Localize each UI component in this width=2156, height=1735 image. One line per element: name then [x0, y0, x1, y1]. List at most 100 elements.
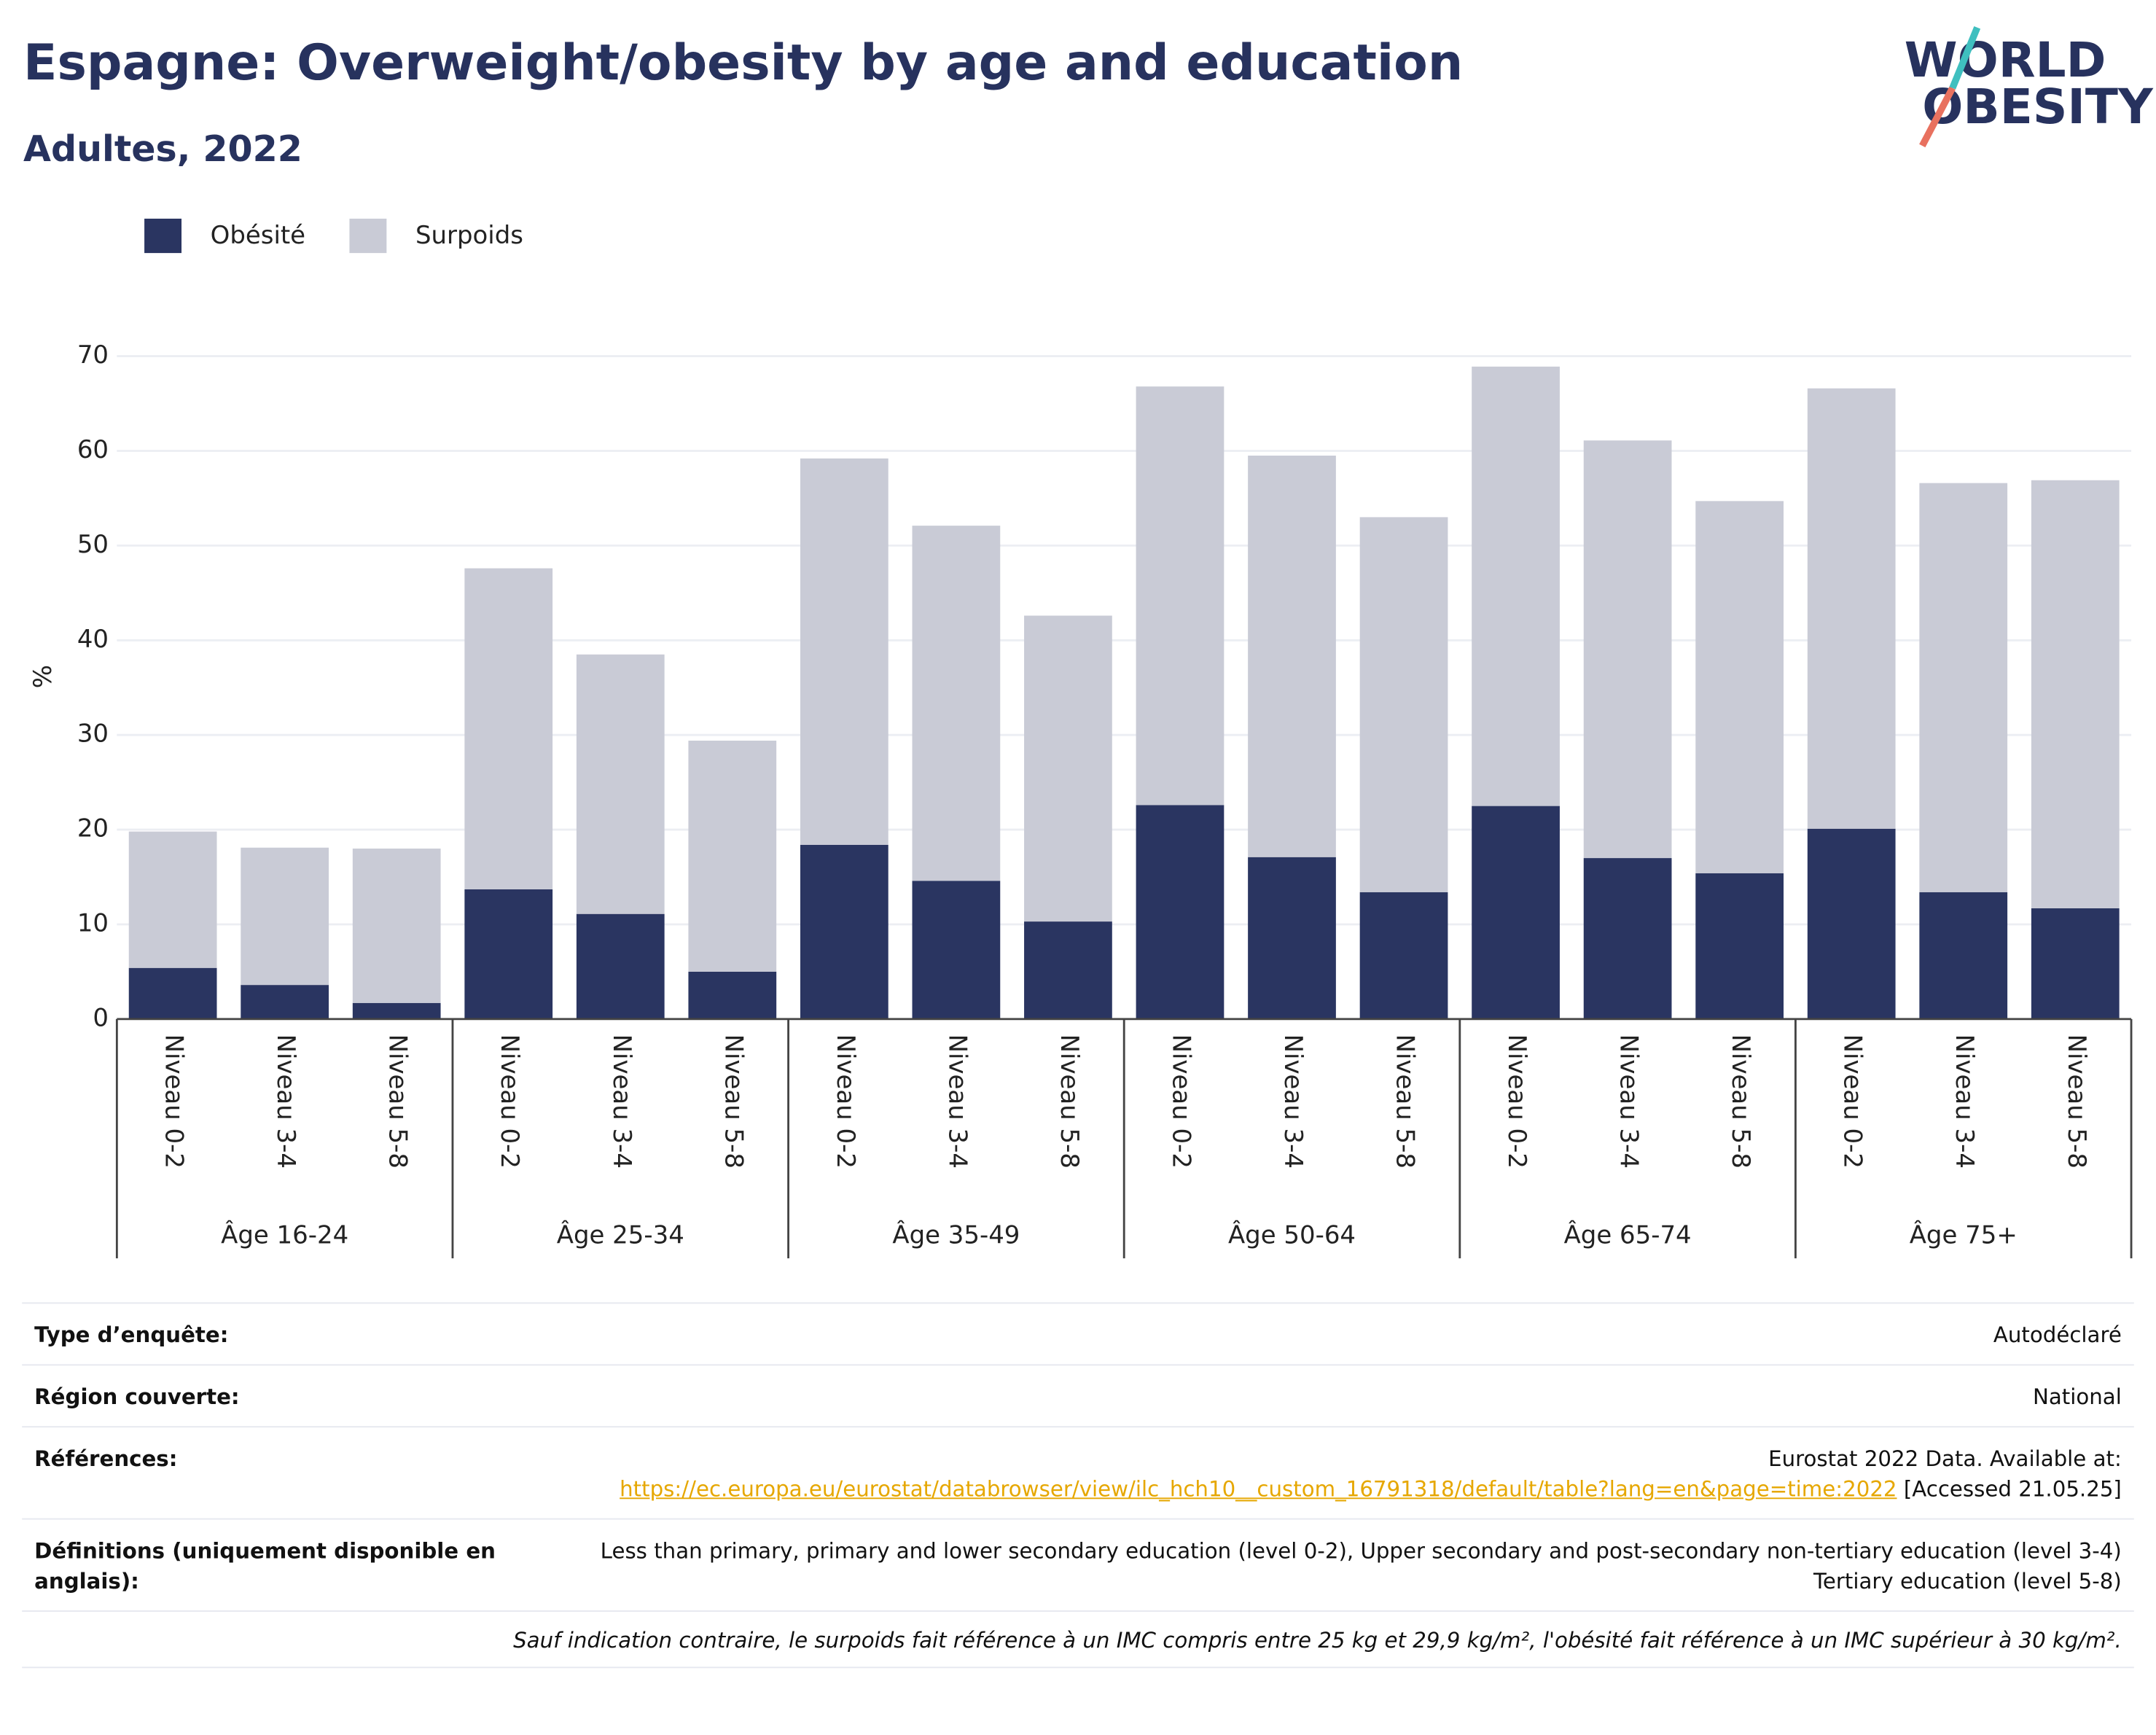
footer: Type d’enquête: Autodéclaré Région couvert…	[22, 1302, 2134, 1669]
x-tick-label: Niveau 3-4	[271, 1034, 300, 1169]
footer-label: Type d’enquête:	[34, 1322, 229, 1348]
bar-segment	[1248, 857, 1336, 1019]
bar-segment	[1583, 858, 1672, 1019]
x-tick-label: Niveau 3-4	[1950, 1034, 1979, 1169]
bar-segment	[1359, 517, 1448, 892]
x-tick-label: Niveau 3-4	[942, 1034, 972, 1169]
bar-segment	[1472, 806, 1560, 1019]
footer-text: Eurostat 2022 Data. Available at:	[1768, 1446, 2122, 1472]
group-label: Âge 25-34	[557, 1220, 684, 1249]
group-label: Âge 75+	[1910, 1220, 2018, 1249]
bar-segment	[1024, 921, 1112, 1019]
x-tick-label: Niveau 5-8	[1055, 1034, 1084, 1169]
bar-segment	[1695, 873, 1784, 1019]
bar-segment	[1136, 386, 1225, 806]
footer-row: Références: Eurostat 2022 Data. Available…	[22, 1426, 2134, 1518]
x-tick-label: Niveau 5-8	[1391, 1034, 1420, 1169]
footer-label: Références:	[34, 1446, 178, 1472]
footer-row: Définitions (uniquement disponible en an…	[22, 1518, 2134, 1610]
x-tick-label: Niveau 5-8	[719, 1034, 748, 1169]
bar-segment	[1919, 892, 2008, 1019]
bar-segment	[688, 740, 777, 972]
y-tick-label: 70	[77, 340, 109, 370]
bar-segment	[241, 847, 329, 986]
footer-value: Less than primary, primary and lower sec…	[554, 1536, 2122, 1596]
bar-segment	[2031, 908, 2120, 1019]
footer-text: Less than primary, primary and lower sec…	[600, 1538, 2122, 1594]
chart-title: Espagne: Overweight/obesity by age and e…	[23, 34, 1463, 92]
footer-note: Sauf indication contraire, le surpoids f…	[22, 1610, 2134, 1669]
x-tick-label: Niveau 5-8	[383, 1034, 413, 1169]
bar-segment	[241, 985, 329, 1019]
x-tick-label: Niveau 0-2	[160, 1034, 189, 1169]
y-tick-label: 40	[77, 625, 109, 654]
footer-value: Eurostat 2022 Data. Available at: https:/…	[620, 1444, 2122, 1505]
bar-segment	[352, 849, 441, 1003]
footer-label: Région couverte:	[34, 1384, 240, 1410]
bar-segment	[688, 971, 777, 1019]
footer-value: Autodéclaré	[1993, 1320, 2122, 1351]
x-tick-label: Niveau 3-4	[1278, 1034, 1308, 1169]
logo-slash	[1949, 26, 1981, 90]
y-axis-label: %	[28, 665, 58, 688]
reference-link[interactable]: https://ec.europa.eu/eurostat/databrowse…	[620, 1477, 1897, 1502]
footer-label: Définitions (uniquement disponible en an…	[34, 1538, 496, 1594]
bar-segment	[1472, 366, 1560, 806]
bar-segment	[1248, 455, 1336, 857]
x-tick-label: Niveau 0-2	[1502, 1034, 1531, 1169]
bar-segment	[352, 1002, 441, 1019]
bar-segment	[912, 881, 1001, 1019]
footer-text: National	[2032, 1384, 2122, 1410]
group-label: Âge 16-24	[221, 1220, 348, 1249]
bar-segment	[1024, 615, 1112, 922]
bar-segment	[1807, 828, 1896, 1019]
x-tick-label: Niveau 0-2	[1838, 1034, 1867, 1169]
logo-slash	[1919, 86, 1956, 148]
legend-label: Obésité	[211, 221, 305, 250]
bar-segment	[1695, 501, 1784, 873]
logo-text: OBESITY	[1922, 79, 2154, 135]
bar-segment	[1583, 440, 1672, 859]
x-tick-label: Niveau 0-2	[1166, 1034, 1195, 1169]
chart: Espagne: Overweight/obesity by age and e…	[23, 26, 2154, 1259]
bar-segment	[128, 831, 217, 968]
bar-segment	[1919, 483, 2008, 892]
footer-value: National	[2033, 1382, 2122, 1413]
x-tick-label: Niveau 3-4	[1614, 1034, 1644, 1169]
legend-swatch	[144, 218, 182, 254]
y-tick-label: 30	[77, 720, 109, 749]
y-tick-label: 50	[77, 530, 109, 559]
x-tick-label: Niveau 0-2	[831, 1034, 860, 1169]
x-tick-label: Niveau 5-8	[1726, 1034, 1755, 1169]
legend-swatch	[349, 218, 387, 254]
footer-text: Autodéclaré	[1993, 1322, 2122, 1348]
bar-segment	[1359, 892, 1448, 1019]
bar-segment	[1136, 805, 1225, 1019]
bar-segment	[1807, 388, 1896, 829]
legend-label: Surpoids	[415, 221, 523, 250]
bar-segment	[800, 844, 888, 1019]
y-tick-label: 20	[77, 814, 109, 843]
bar-segment	[464, 568, 553, 889]
x-tick-label: Niveau 0-2	[495, 1034, 524, 1169]
bar-segment	[576, 654, 665, 914]
bar-segment	[800, 458, 888, 845]
footer-text: [Accessed 21.05.25]	[1903, 1477, 2122, 1502]
bar-segment	[464, 889, 553, 1019]
group-label: Âge 50-64	[1228, 1220, 1356, 1249]
group-label: Âge 65-74	[1564, 1220, 1692, 1249]
x-tick-label: Niveau 5-8	[2062, 1034, 2091, 1169]
x-tick-label: Niveau 3-4	[607, 1034, 636, 1169]
bar-segment	[912, 526, 1001, 881]
footer-row: Région couverte: National	[22, 1364, 2134, 1426]
bar-segment	[128, 967, 217, 1019]
group-label: Âge 35-49	[892, 1220, 1020, 1249]
y-tick-label: 60	[77, 435, 109, 464]
bar-segment	[2031, 480, 2120, 908]
y-tick-label: 0	[93, 1003, 109, 1032]
chart-subtitle: Adultes, 2022	[23, 128, 302, 170]
y-tick-label: 10	[77, 908, 109, 937]
logo-text: WORLD	[1905, 32, 2106, 88]
